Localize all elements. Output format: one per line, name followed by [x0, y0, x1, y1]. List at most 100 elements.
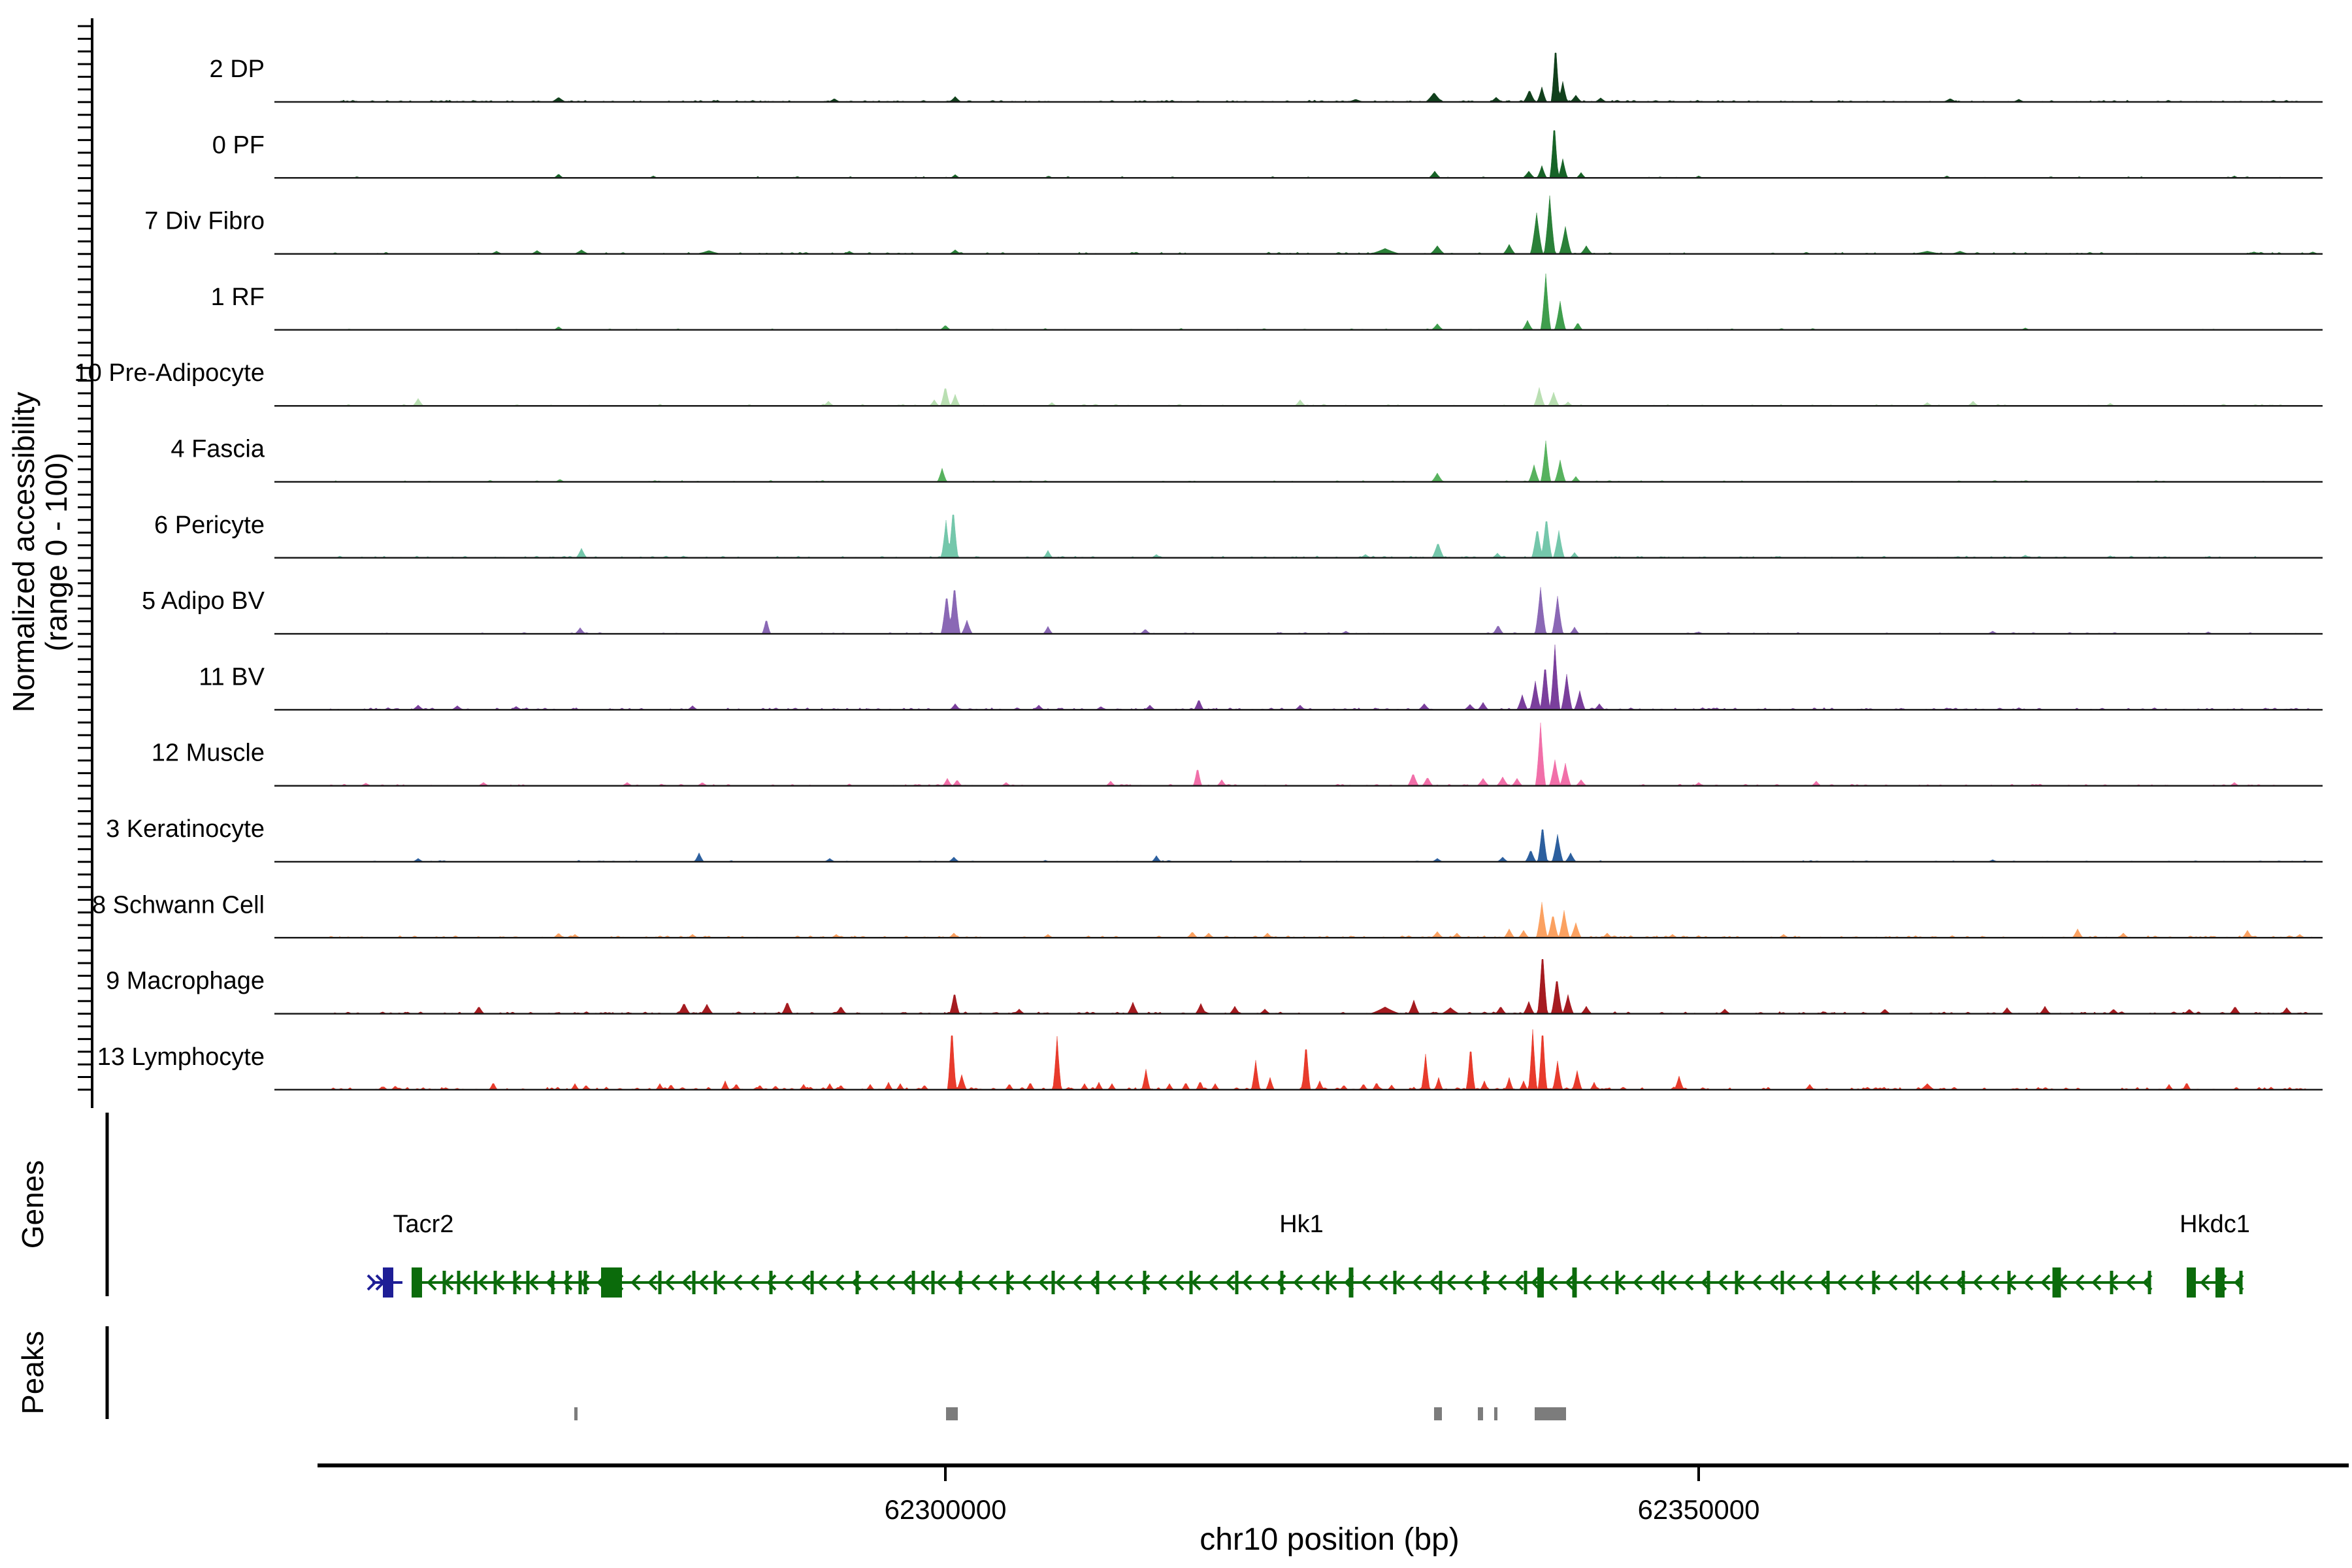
gene-tacr2: Tacr2	[367, 1211, 454, 1298]
track-signal-10-pre-adipocyte	[321, 387, 2318, 406]
exon-tick	[2148, 1271, 2151, 1294]
gene-label-hkdc1: Hkdc1	[2180, 1211, 2250, 1238]
strand-arrow-left-icon	[1191, 1274, 1201, 1291]
peaks-section-label: Peaks	[16, 1331, 50, 1414]
track-2-dp: 2 DP	[210, 52, 2323, 103]
y-axis: Normalized accessibility(range 0 - 100)	[7, 18, 93, 1108]
exon-tick	[1051, 1271, 1055, 1294]
strand-arrow-left-icon	[1548, 1274, 1558, 1291]
strand-arrow-left-icon	[800, 1274, 811, 1291]
strand-arrow-left-icon	[885, 1274, 896, 1291]
strand-arrow-left-icon	[1463, 1274, 1473, 1291]
x-axis-title: chr10 position (bp)	[1200, 1522, 1460, 1557]
track-label-7-div-fibro: 7 Div Fibro	[144, 208, 265, 235]
strand-arrow-left-icon	[1208, 1274, 1218, 1291]
peaks-section: Peaks	[16, 1326, 1566, 1420]
strand-arrow-left-icon	[563, 1274, 573, 1291]
track-label-11-bv: 11 BV	[199, 663, 265, 691]
exon-box	[2215, 1267, 2225, 1298]
exon-tick	[1872, 1271, 1876, 1294]
track-label-8-schwann-cell: 8 Schwann Cell	[92, 891, 265, 919]
strand-arrow-left-icon	[1650, 1274, 1660, 1291]
exon-tick	[810, 1271, 814, 1294]
track-4-fascia: 4 Fascia	[171, 436, 2323, 483]
exon-tick	[713, 1271, 717, 1294]
exon-tick	[493, 1271, 497, 1294]
track-6-pericyte: 6 Pericyte	[154, 512, 2323, 559]
track-signal-11-bv	[321, 644, 2318, 711]
strand-arrow-left-icon	[902, 1274, 913, 1291]
exon-box	[2052, 1267, 2061, 1298]
exon-box	[383, 1267, 393, 1298]
track-signal-6-pericyte	[321, 514, 2318, 559]
strand-arrow-left-icon	[817, 1274, 828, 1291]
strand-arrow-left-icon	[1123, 1274, 1134, 1291]
track-signal-0-pf	[321, 130, 2318, 178]
strand-arrow-left-icon	[1497, 1274, 1507, 1291]
exon-tick	[2007, 1271, 2011, 1294]
strand-arrow-left-icon	[766, 1274, 777, 1291]
exon-box	[412, 1267, 422, 1298]
strand-arrow-left-icon	[1055, 1274, 1066, 1291]
strand-arrow-left-icon	[529, 1274, 539, 1291]
exon-tick	[583, 1271, 587, 1294]
track-signal-3-keratinocyte	[321, 829, 2318, 862]
strand-arrow-left-icon	[1989, 1274, 2000, 1291]
exon-tick	[578, 1271, 582, 1294]
peak-interval-box	[1434, 1407, 1442, 1420]
strand-arrow-left-icon	[1038, 1274, 1049, 1291]
strand-arrow-left-icon	[1599, 1274, 1609, 1291]
exon-tick	[565, 1271, 569, 1294]
track-1-rf: 1 RF	[211, 273, 2323, 331]
strand-arrow-left-icon	[783, 1274, 794, 1291]
strand-arrow-left-icon	[1514, 1274, 1524, 1291]
exon-tick	[1439, 1271, 1443, 1294]
track-signal-1-rf	[321, 273, 2318, 331]
strand-arrow-left-icon	[2074, 1274, 2085, 1291]
track-signal-8-schwann-cell	[321, 902, 2318, 938]
track-signal-7-div-fibro	[321, 195, 2319, 255]
exon-tick	[457, 1271, 461, 1294]
track-10-pre-adipocyte: 10 Pre-Adipocyte	[74, 359, 2323, 407]
strand-arrow-left-icon	[936, 1274, 947, 1291]
track-label-9-macrophage: 9 Macrophage	[106, 968, 265, 995]
track-label-13-lymphocyte: 13 Lymphocyte	[97, 1043, 265, 1071]
exon-tick	[513, 1271, 517, 1294]
strand-arrow-left-icon	[1752, 1274, 1762, 1291]
gene-label-tacr2: Tacr2	[393, 1211, 454, 1238]
strand-arrow-left-icon	[1429, 1274, 1439, 1291]
strand-arrow-left-icon	[2023, 1274, 2034, 1291]
strand-arrow-left-icon	[834, 1274, 845, 1291]
exon-tick	[2110, 1271, 2114, 1294]
track-label-10-pre-adipocyte: 10 Pre-Adipocyte	[74, 359, 265, 387]
exon-box	[1348, 1267, 1354, 1298]
strand-arrow-left-icon	[868, 1274, 879, 1291]
strand-arrow-left-icon	[1225, 1274, 1235, 1291]
exon-tick	[1235, 1271, 1239, 1294]
strand-arrow-left-icon	[1378, 1274, 1388, 1291]
strand-arrow-left-icon	[1157, 1274, 1168, 1291]
strand-arrow-left-icon	[1854, 1274, 1864, 1291]
exon-tick	[1143, 1271, 1147, 1294]
y-axis-label-line2: (range 0 - 100)	[39, 453, 73, 651]
track-label-1-rf: 1 RF	[211, 284, 265, 311]
exon-tick	[474, 1271, 478, 1294]
strand-arrow-left-icon	[1972, 1274, 1983, 1291]
strand-arrow-left-icon	[2091, 1274, 2102, 1291]
strand-arrow-left-icon	[1089, 1274, 1100, 1291]
track-signal-4-fascia	[321, 440, 2319, 482]
gene-hk1: Hk1	[412, 1211, 2153, 1298]
strand-arrow-right-icon	[367, 1274, 377, 1291]
exon-box	[1572, 1267, 1577, 1298]
strand-arrow-left-icon	[1293, 1274, 1303, 1291]
track-signal-12-muscle	[321, 723, 2318, 786]
exon-tick	[1780, 1271, 1784, 1294]
strand-arrow-left-icon	[1565, 1274, 1575, 1291]
track-signal-5-adipo-bv	[321, 587, 2318, 634]
track-0-pf: 0 PF	[212, 130, 2323, 179]
strand-arrow-left-icon	[1769, 1274, 1779, 1291]
exon-tick	[1615, 1271, 1619, 1294]
y-axis-label-line1: Normalized accessibility	[7, 392, 41, 713]
track-5-adipo-bv: 5 Adipo BV	[142, 587, 2323, 635]
